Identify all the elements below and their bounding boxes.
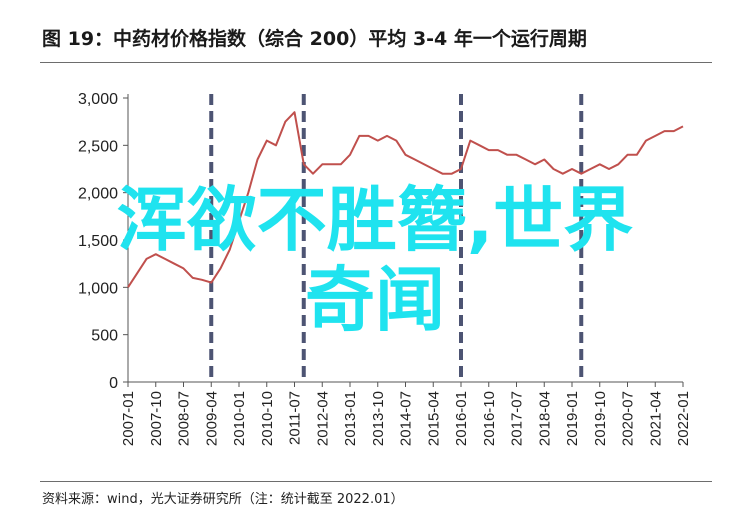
- y-tick-label: 0: [109, 375, 118, 392]
- x-tick-label: 2007-01: [120, 391, 137, 446]
- y-tick-label: 3,000: [78, 91, 118, 108]
- x-tick-label: 2014-07: [398, 391, 415, 446]
- price-index-line: [127, 111, 684, 288]
- x-tick-label: 2019-01: [564, 391, 581, 446]
- x-tick-label: 2010-01: [231, 391, 248, 446]
- x-tick-label: 2021-04: [647, 391, 664, 446]
- y-tick-label: 2,000: [78, 186, 118, 203]
- x-tick-label: 2013-10: [370, 391, 387, 446]
- x-tick-label: 2019-10: [592, 391, 609, 446]
- y-tick-label: 2,500: [78, 138, 118, 155]
- y-tick-label: 500: [91, 328, 118, 345]
- top-rule: [40, 62, 712, 63]
- chart-title: 图 19：中药材价格指数（综合 200）平均 3-4 年一个运行周期: [42, 28, 587, 50]
- x-tick-label: 2018-04: [536, 391, 553, 446]
- x-tick-label: 2013-01: [342, 391, 359, 446]
- source-note: 资料来源：wind，光大证券研究所（注：统计截至 2022.01）: [42, 492, 404, 507]
- x-tick-label: 2016-01: [453, 391, 470, 446]
- x-tick-label: 2011-07: [287, 391, 304, 445]
- x-tick-label: 2016-10: [481, 391, 498, 446]
- x-tick-label: 2008-07: [176, 391, 193, 446]
- x-tick-label: 2007-10: [148, 391, 165, 446]
- x-tick-label: 2017-07: [509, 391, 526, 446]
- x-tick-label: 2012-04: [314, 391, 331, 446]
- y-tick-label: 1,500: [78, 233, 118, 250]
- y-tick-label: 1,000: [78, 280, 118, 297]
- x-tick-label: 2022-01: [675, 391, 692, 446]
- bottom-rule: [40, 481, 712, 482]
- x-tick-label: 2020-07: [620, 391, 637, 446]
- x-tick-label: 2009-04: [203, 391, 220, 446]
- x-tick-label: 2015-04: [425, 391, 442, 446]
- x-tick-label: 2010-10: [259, 391, 276, 446]
